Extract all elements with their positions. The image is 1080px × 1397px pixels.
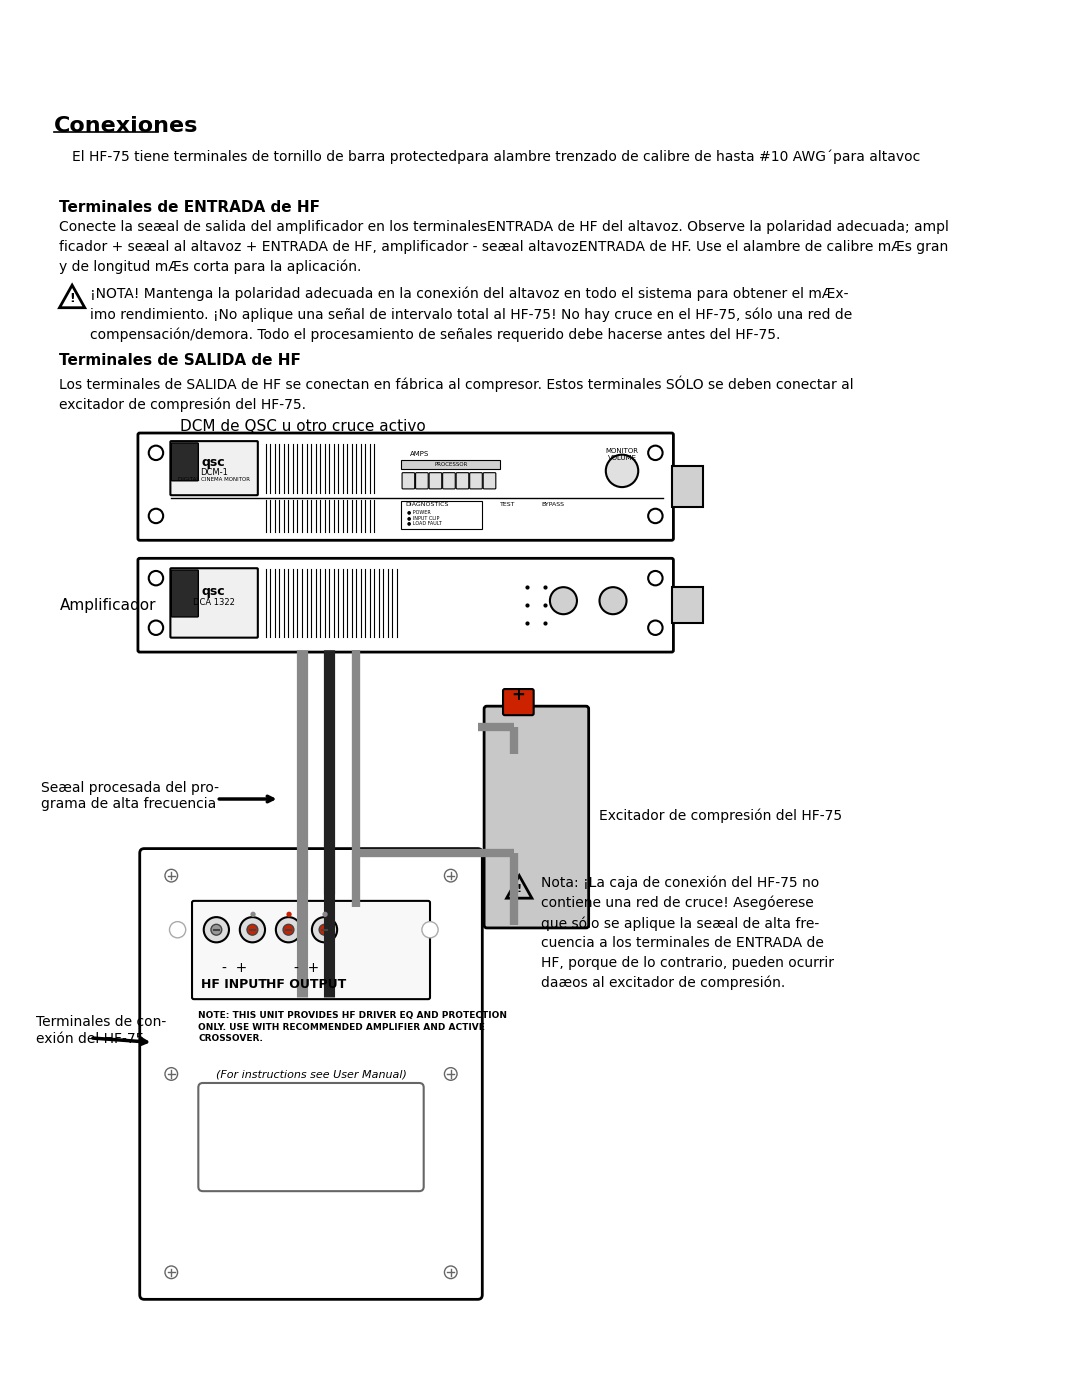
FancyBboxPatch shape xyxy=(429,472,442,489)
Text: -  +: - + xyxy=(221,961,247,975)
Text: ● INPUT CLIP: ● INPUT CLIP xyxy=(406,515,438,520)
Circle shape xyxy=(422,922,438,937)
Text: Los terminales de SALIDA de HF se conectan en fábrica al compresor. Estos termin: Los terminales de SALIDA de HF se conect… xyxy=(59,376,854,412)
FancyBboxPatch shape xyxy=(672,587,703,623)
FancyBboxPatch shape xyxy=(402,472,415,489)
Text: HF INPUT: HF INPUT xyxy=(202,978,268,990)
FancyBboxPatch shape xyxy=(470,472,483,489)
FancyBboxPatch shape xyxy=(138,433,674,541)
Text: NOTE: THIS UNIT PROVIDES HF DRIVER EQ AND PROTECTION
ONLY. USE WITH RECOMMENDED : NOTE: THIS UNIT PROVIDES HF DRIVER EQ AN… xyxy=(199,1011,508,1044)
FancyBboxPatch shape xyxy=(443,472,456,489)
Text: DIAGNOSTICS: DIAGNOSTICS xyxy=(406,503,449,507)
FancyBboxPatch shape xyxy=(456,472,469,489)
FancyBboxPatch shape xyxy=(172,443,199,481)
Text: DCM de QSC u otro cruce activo: DCM de QSC u otro cruce activo xyxy=(180,419,426,433)
Text: Terminales de con-
exión del HF-75: Terminales de con- exión del HF-75 xyxy=(36,1016,166,1045)
Text: Conecte la seæal de salida del amplificador en los terminalesENTRADA de HF del a: Conecte la seæal de salida del amplifica… xyxy=(59,221,949,274)
FancyBboxPatch shape xyxy=(138,559,674,652)
FancyBboxPatch shape xyxy=(416,472,428,489)
FancyBboxPatch shape xyxy=(139,848,483,1299)
Text: !: ! xyxy=(516,884,522,894)
Text: DCA 1322: DCA 1322 xyxy=(192,598,234,606)
Text: DCM-1: DCM-1 xyxy=(200,468,228,478)
FancyBboxPatch shape xyxy=(401,460,500,469)
Circle shape xyxy=(204,916,229,943)
FancyBboxPatch shape xyxy=(483,472,496,489)
Text: Terminales de SALIDA de HF: Terminales de SALIDA de HF xyxy=(59,353,301,367)
Text: Excitador de compresión del HF-75: Excitador de compresión del HF-75 xyxy=(599,807,842,823)
Text: ●: ● xyxy=(285,911,292,916)
FancyBboxPatch shape xyxy=(172,570,199,617)
Text: qsc: qsc xyxy=(202,457,226,469)
FancyBboxPatch shape xyxy=(401,500,483,529)
Text: Terminales de ENTRADA de HF: Terminales de ENTRADA de HF xyxy=(59,200,321,215)
FancyBboxPatch shape xyxy=(192,901,430,999)
Text: Conexiones: Conexiones xyxy=(54,116,199,136)
FancyBboxPatch shape xyxy=(484,705,589,928)
Text: ¡NOTA! Mantenga la polaridad adecuada en la conexión del altavoz en todo el sist: ¡NOTA! Mantenga la polaridad adecuada en… xyxy=(90,286,852,342)
Circle shape xyxy=(550,587,577,615)
Circle shape xyxy=(283,925,294,935)
Circle shape xyxy=(275,916,301,943)
Text: Seæal procesada del pro-
grama de alta frecuencia: Seæal procesada del pro- grama de alta f… xyxy=(41,781,218,812)
Text: MONITOR
VOLUME: MONITOR VOLUME xyxy=(606,448,638,461)
Circle shape xyxy=(606,454,638,488)
Text: PROCESSOR: PROCESSOR xyxy=(434,462,468,467)
Text: BYPASS: BYPASS xyxy=(541,503,564,507)
Text: (For instructions see User Manual): (For instructions see User Manual) xyxy=(216,1070,406,1080)
Text: ●: ● xyxy=(322,911,327,916)
Text: HF OUTPUT: HF OUTPUT xyxy=(267,978,347,990)
Text: qsc: qsc xyxy=(202,585,226,598)
FancyBboxPatch shape xyxy=(171,569,258,637)
Text: TEST: TEST xyxy=(500,503,516,507)
FancyBboxPatch shape xyxy=(503,689,534,715)
Text: Amplificador: Amplificador xyxy=(59,598,156,613)
FancyBboxPatch shape xyxy=(171,441,258,495)
Circle shape xyxy=(211,925,221,935)
Text: AMPS: AMPS xyxy=(409,451,429,457)
Circle shape xyxy=(319,925,330,935)
Text: Nota: ¡La caja de conexión del HF-75 no
contiene una red de cruce! Asegóerese
qu: Nota: ¡La caja de conexión del HF-75 no … xyxy=(541,876,834,990)
Circle shape xyxy=(247,925,258,935)
Text: !: ! xyxy=(69,292,75,305)
Circle shape xyxy=(312,916,337,943)
Text: El HF-75 tiene terminales de tornillo de barra protectedpara alambre trenzado de: El HF-75 tiene terminales de tornillo de… xyxy=(72,149,920,165)
Text: ● POWER: ● POWER xyxy=(406,510,430,514)
Text: -  +: - + xyxy=(294,961,319,975)
Circle shape xyxy=(240,916,265,943)
FancyBboxPatch shape xyxy=(672,467,703,507)
Circle shape xyxy=(599,587,626,615)
Text: ● LOAD FAULT: ● LOAD FAULT xyxy=(406,521,442,525)
Text: +: + xyxy=(512,686,525,704)
Circle shape xyxy=(170,922,186,937)
Text: DIGITAL CINEMA MONITOR: DIGITAL CINEMA MONITOR xyxy=(177,478,249,482)
Text: ●: ● xyxy=(249,911,256,916)
FancyBboxPatch shape xyxy=(199,1083,423,1192)
